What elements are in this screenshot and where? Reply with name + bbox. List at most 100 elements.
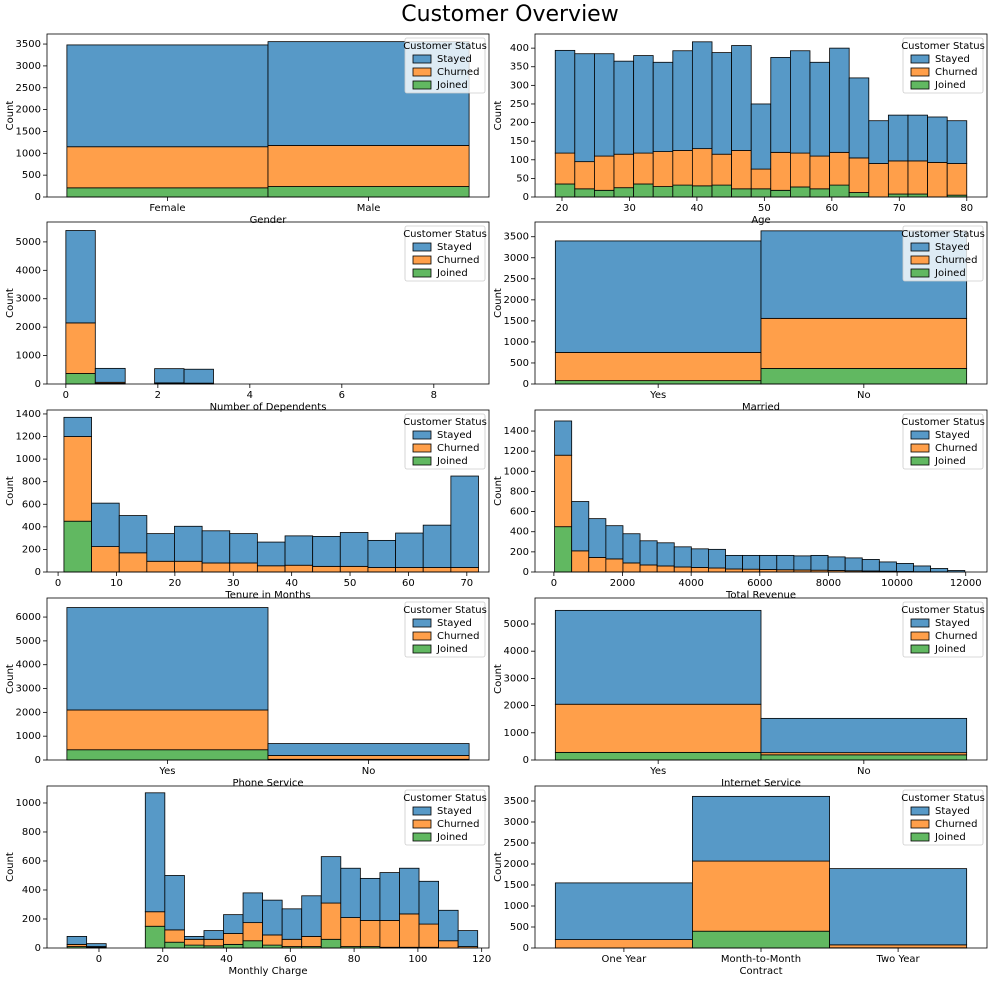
bar-segment bbox=[829, 944, 968, 949]
bar-segment bbox=[613, 187, 635, 198]
bar-segment bbox=[861, 559, 880, 572]
legend-label: Stayed bbox=[935, 242, 970, 253]
bar-segment bbox=[588, 557, 607, 573]
bar-segment bbox=[164, 875, 185, 931]
y-tick-label: 300 bbox=[510, 80, 529, 91]
legend-label: Churned bbox=[935, 631, 977, 642]
y-tick-label: 400 bbox=[510, 43, 529, 54]
bar-segment bbox=[63, 436, 92, 522]
legend-swatch bbox=[910, 456, 930, 466]
legend-swatch bbox=[412, 618, 432, 628]
x-tick-label: 20 bbox=[156, 954, 169, 965]
bar-segment bbox=[144, 792, 166, 913]
legend-swatch bbox=[910, 67, 930, 77]
bar-segment bbox=[711, 52, 732, 155]
bar-segment bbox=[673, 566, 692, 573]
x-tick-label: 50 bbox=[344, 578, 357, 589]
axes-frame bbox=[46, 409, 490, 573]
legend-swatch bbox=[910, 644, 930, 654]
bar-segment bbox=[594, 189, 615, 198]
y-tick-label: 400 bbox=[22, 885, 41, 896]
y-tick-label: 800 bbox=[22, 477, 41, 488]
x-tick-label: 10000 bbox=[881, 578, 913, 589]
y-tick-label: 5000 bbox=[16, 237, 41, 248]
bar-segment bbox=[776, 554, 795, 571]
x-tick-label: No bbox=[857, 766, 871, 777]
y-tick-label: 1000 bbox=[504, 337, 529, 348]
bar-segment bbox=[554, 526, 573, 573]
bar-segment bbox=[770, 57, 791, 153]
bar-segment bbox=[229, 533, 258, 564]
bar-segment bbox=[154, 368, 185, 384]
bar-segment bbox=[946, 163, 968, 196]
bar-segment bbox=[418, 880, 439, 925]
y-tick-label: 50 bbox=[516, 173, 529, 184]
legend-box bbox=[404, 789, 486, 846]
x-tick-label: 80 bbox=[348, 954, 361, 965]
y-tick-label: 0 bbox=[523, 755, 529, 766]
y-tick-label: 600 bbox=[22, 856, 41, 867]
bar-segment bbox=[450, 567, 479, 573]
y-tick-label: 2500 bbox=[504, 274, 529, 285]
x-tick-label: Yes bbox=[158, 766, 175, 777]
bar-segment bbox=[652, 151, 674, 187]
bar-segment bbox=[301, 935, 322, 947]
x-axis-label: Phone Service bbox=[232, 778, 303, 789]
x-tick-label: No bbox=[362, 766, 376, 777]
legend-swatch bbox=[412, 268, 432, 278]
y-tick-label: 3000 bbox=[16, 684, 41, 695]
x-tick-label: 4000 bbox=[678, 578, 703, 589]
bar-segment bbox=[594, 53, 615, 157]
x-tick-label: Female bbox=[149, 203, 185, 214]
y-tick-label: 4000 bbox=[16, 265, 41, 276]
bar-segment bbox=[312, 536, 341, 567]
y-tick-label: 100 bbox=[510, 155, 529, 166]
bar-segment bbox=[438, 909, 459, 942]
y-axis-label: Count bbox=[493, 288, 504, 318]
x-tick-label: 50 bbox=[758, 203, 771, 214]
x-tick-label: 0 bbox=[96, 954, 102, 965]
bar-segment bbox=[574, 188, 595, 198]
y-tick-label: 200 bbox=[510, 547, 529, 558]
y-axis-label: Count bbox=[5, 288, 16, 318]
bar-segment bbox=[256, 565, 286, 573]
y-tick-label: 3500 bbox=[16, 39, 41, 50]
bar-segment bbox=[256, 541, 286, 567]
y-tick-label: 3000 bbox=[16, 294, 41, 305]
bar-segment bbox=[691, 41, 713, 150]
bar-segment bbox=[656, 565, 675, 573]
y-tick-label: 1500 bbox=[504, 880, 529, 891]
legend-label: Stayed bbox=[935, 806, 970, 817]
x-tick-label: Month-to-Month bbox=[721, 954, 801, 965]
bar-segment bbox=[622, 562, 641, 573]
bar-segment bbox=[267, 755, 470, 760]
bar-segment bbox=[229, 562, 258, 573]
axes-frame bbox=[46, 785, 490, 949]
x-tick-label: 20 bbox=[556, 203, 569, 214]
bar-segment bbox=[554, 882, 693, 940]
legend-label: Churned bbox=[437, 255, 479, 266]
bar-segment bbox=[793, 555, 812, 571]
legend-swatch bbox=[412, 242, 432, 252]
bar-segment bbox=[146, 533, 175, 562]
bar-segment bbox=[554, 420, 573, 456]
bar-segment bbox=[66, 187, 269, 198]
legend-title: Customer Status bbox=[901, 229, 985, 240]
bar-segment bbox=[66, 935, 88, 945]
y-tick-label: 1500 bbox=[504, 316, 529, 327]
bar-segment bbox=[554, 609, 762, 705]
bar-segment bbox=[868, 120, 889, 164]
legend-swatch bbox=[412, 80, 432, 90]
y-tick-label: 0 bbox=[523, 567, 529, 578]
bar-segment bbox=[66, 607, 269, 711]
legend-label: Churned bbox=[437, 443, 479, 454]
bar-segment bbox=[927, 116, 948, 163]
bar-segment bbox=[94, 367, 126, 383]
y-tick-label: 5000 bbox=[16, 636, 41, 647]
legend-title: Customer Status bbox=[901, 417, 985, 428]
bar-segment bbox=[399, 913, 420, 948]
axes-frame bbox=[534, 409, 988, 573]
bar-segment bbox=[65, 322, 96, 374]
bar-segment bbox=[554, 454, 573, 528]
x-tick-label: 70 bbox=[893, 203, 906, 214]
